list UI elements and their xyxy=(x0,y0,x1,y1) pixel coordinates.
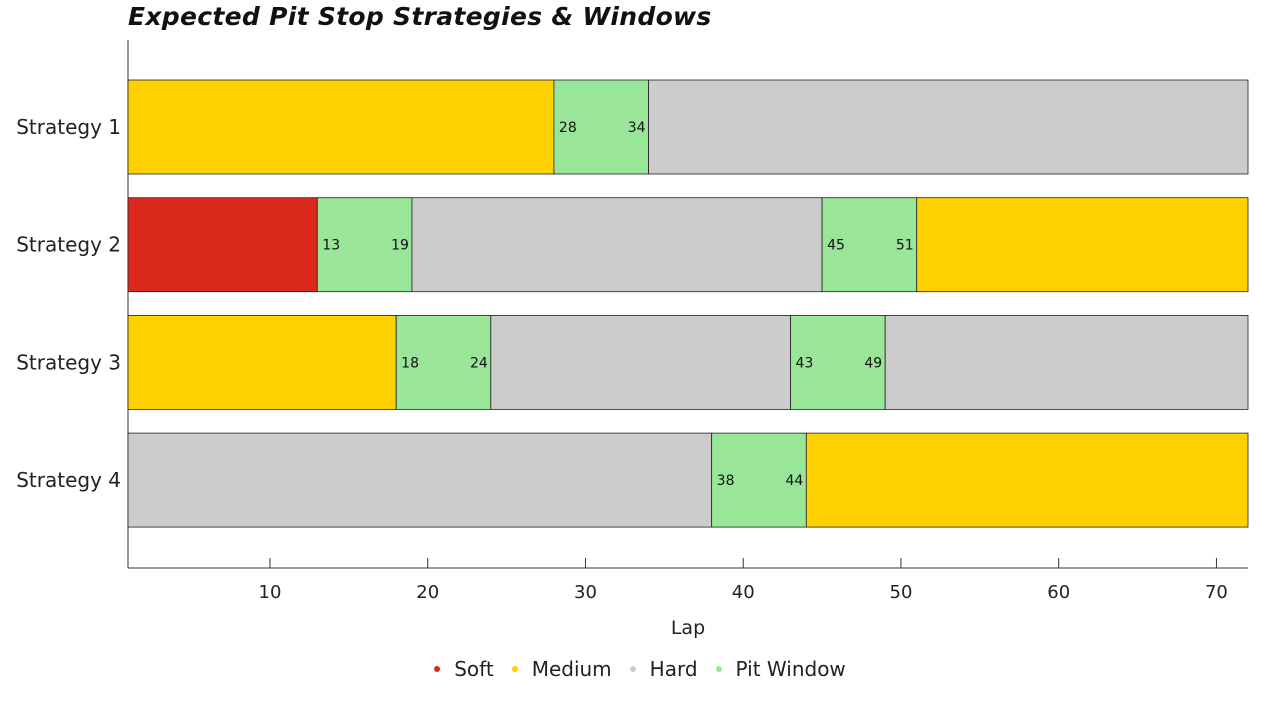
legend-marker xyxy=(511,666,518,672)
x-tick-label: 60 xyxy=(1047,582,1070,603)
window-end-label: 34 xyxy=(628,120,646,136)
legend-label: Soft xyxy=(454,657,494,681)
bar-segment-pit-window xyxy=(395,314,492,410)
x-tick-label: 50 xyxy=(890,582,913,603)
window-start-label: 38 xyxy=(717,473,735,489)
window-end-label: 24 xyxy=(470,355,488,371)
category-label: Strategy 2 xyxy=(16,233,121,257)
x-ticks: 10 20 30 40 50 60 70 xyxy=(259,558,1228,603)
bar-segment-medium xyxy=(127,314,397,410)
legend-item: Medium xyxy=(511,657,612,681)
legend-marker xyxy=(629,666,636,672)
legend-label: Hard xyxy=(649,657,698,681)
bar-segment-pit-window xyxy=(553,79,649,175)
legend-label: Pit Window xyxy=(735,657,846,681)
x-tick-label: 10 xyxy=(259,582,282,603)
bar-segment-hard xyxy=(411,197,823,293)
window-end-label: 19 xyxy=(391,238,409,254)
category-label: Strategy 4 xyxy=(16,468,121,492)
legend-marker xyxy=(434,666,441,672)
legend-item: Soft xyxy=(434,657,494,681)
legend-item: Hard xyxy=(629,657,698,681)
bar-segment-pit-window xyxy=(316,197,413,293)
bar-segment-pit-window xyxy=(790,314,886,410)
bars-group: 28 34 13 19 45 51 18 24 43 49 38 44 xyxy=(127,79,1249,528)
window-end-label: 49 xyxy=(864,355,882,371)
legend-label: Medium xyxy=(531,657,612,681)
x-tick-label: 30 xyxy=(574,582,597,603)
bar-segment-pit-window xyxy=(711,432,807,528)
bar-segment-hard xyxy=(648,79,1249,175)
category-label: Strategy 1 xyxy=(16,115,121,139)
legend: Soft Medium Hard Pit Window xyxy=(0,657,1280,681)
bar-segment-medium xyxy=(805,432,1249,528)
x-axis-title: Lap xyxy=(671,617,705,639)
window-end-label: 44 xyxy=(785,473,803,489)
bar-segment-soft xyxy=(127,197,318,293)
chart-title: Expected Pit Stop Strategies & Windows xyxy=(128,2,712,31)
category-labels: Strategy 1 Strategy 2 Strategy 3 Strategy 4 xyxy=(16,115,121,492)
bar-segment-hard xyxy=(884,314,1249,410)
bar-segment-medium xyxy=(916,197,1249,293)
x-tick-label: 20 xyxy=(416,582,439,603)
x-tick-label: 70 xyxy=(1205,582,1228,603)
legend-marker xyxy=(715,666,722,672)
window-start-label: 45 xyxy=(827,238,845,254)
category-label: Strategy 3 xyxy=(16,350,121,374)
bar-segment-medium xyxy=(127,79,555,175)
bar-segment-hard xyxy=(127,432,713,528)
window-start-label: 43 xyxy=(796,355,814,371)
bar-segment-hard xyxy=(490,314,791,410)
window-start-label: 28 xyxy=(559,120,577,136)
bar-segment-pit-window xyxy=(821,197,918,293)
window-start-label: 13 xyxy=(322,238,340,254)
window-end-label: 51 xyxy=(896,238,914,254)
x-tick-label: 40 xyxy=(732,582,755,603)
legend-item: Pit Window xyxy=(715,657,846,681)
window-start-label: 18 xyxy=(401,355,419,371)
